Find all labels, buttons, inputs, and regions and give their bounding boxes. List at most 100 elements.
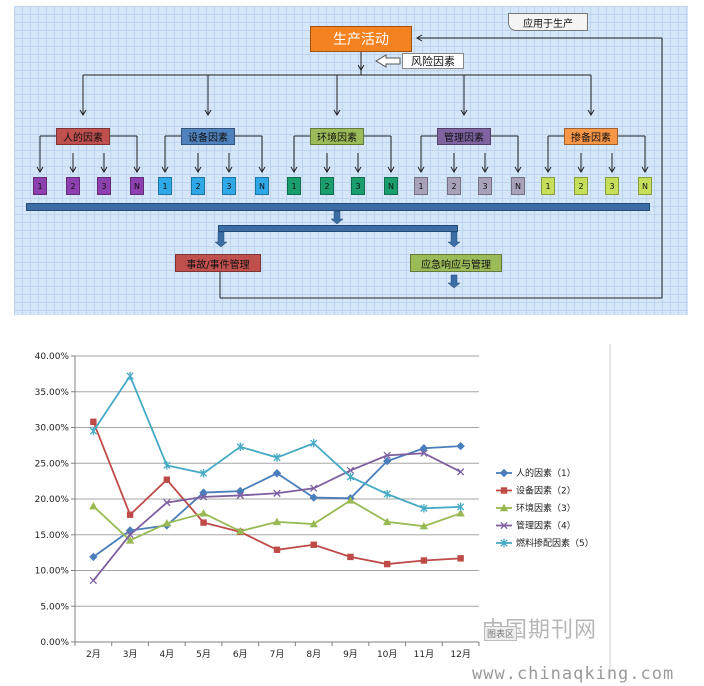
series-line-5 [92,374,461,510]
arrow-head [69,166,77,173]
y-tick-label: 20.00% [35,495,70,505]
x-tick-label: 5月 [196,649,211,660]
series-3-point [272,517,282,526]
y-tick-label: 25.00% [35,459,70,469]
legend-marker-2 [500,487,508,494]
y-tick-label: 0.00% [40,638,69,648]
risk-factor-label: 风险因素 [402,53,464,69]
down-arrow-icon [330,210,344,225]
series-4-point [346,466,355,475]
arrow-head [290,166,298,173]
series-2-point [273,546,281,553]
series-4-point [236,491,244,500]
series-2-point [420,557,428,564]
series-5-point [163,461,171,470]
legend-marker-3 [499,503,509,512]
arrow-head [417,166,425,173]
factor-2-item-2: 2 [191,177,205,195]
factor-3-item-3: 3 [351,177,365,195]
factor-1-item-2: 2 [66,177,80,195]
series-3-point [199,509,208,517]
factor-box-2: 设备因素 [181,128,235,145]
factor-2-item-3: 3 [222,177,236,195]
series-1-point [309,493,318,502]
arrow-head [608,166,616,173]
y-tick-label: 10.00% [35,567,70,577]
series-3-point [89,501,98,510]
x-tick-label: 3月 [123,649,138,660]
series-5-point [383,489,391,499]
arrow-head [258,166,266,173]
x-tick-label: 4月 [159,649,174,660]
series-4-point [126,531,134,539]
factor-box-5: 掺备因素 [564,128,618,145]
factor-1-item-1: 1 [33,177,47,195]
series-3-point [382,517,392,526]
series-1-point [236,486,245,496]
factor-2-item-1: 1 [158,177,172,195]
emergency-response-box: 应急响应与管理 [410,254,502,272]
series-2-point [383,560,391,568]
series-5-point [126,371,134,381]
arrow-head [587,109,595,116]
x-tick-label: 7月 [270,649,285,660]
arrow-head [577,166,585,173]
arrow-head [450,166,458,173]
series-2-point [200,519,207,526]
x-tick-label: 9月 [343,649,358,660]
down-arrow-icon [447,274,461,289]
series-4-point [273,489,281,497]
hollow-arrow-icon [375,54,401,68]
arrow-head [514,166,522,173]
down-arrow-icon [214,231,228,248]
arrow-head [100,166,108,173]
legend-marker-1 [499,468,509,478]
arrow-head [161,166,169,173]
arrow-head [544,166,552,173]
factor-box-3: 环境因素 [310,128,364,145]
factor-5-item-3: 3 [605,177,619,195]
aggregate-bar [26,203,650,211]
factor-5-item-2: 2 [574,177,588,195]
series-5-point [89,426,98,436]
watermark-url: www.chinaqking.com [472,664,675,684]
arrow-head [323,166,331,173]
arrow-head [387,166,395,173]
series-4-point [383,451,391,460]
accident-management-box: 事故/事件管理 [175,254,261,272]
legend-label-4: 管理因素（4） [516,520,576,532]
risk-factor-diagram: 生产活动 风险因素 应用于生产 人的因素 1 2 3 N 设备因素 1 2 3 N 环境因素 1 2 3 N 管理因… [14,6,688,315]
series-5-point [346,472,355,482]
legend-label-5: 燃料掺配因素（5） [516,537,594,549]
series-1-point [456,441,465,451]
arrow-head [641,166,649,173]
top-activity-box: 生产活动 [310,26,412,52]
arrow-head [481,166,489,173]
series-1-point [382,456,392,466]
series-4-point [163,498,171,507]
x-tick-label: 6月 [233,649,248,660]
series-2-point [310,541,317,548]
chart-area-badge: 图表区 [484,626,518,641]
factor-4-item-1: 1 [414,177,428,195]
series-5-point [273,453,281,462]
arrow-head [36,166,44,173]
factor-5-item-4: N [638,177,652,195]
arrow-head [333,109,341,116]
factor-3-item-1: 1 [287,177,301,195]
series-3-point [309,519,318,528]
series-2-point [163,476,171,483]
series-5-point [310,439,318,448]
x-tick-label: 10月 [377,649,397,660]
series-3-point [419,521,429,530]
y-tick-label: 40.00% [35,352,70,362]
feedback-label: 应用于生产 [508,13,588,31]
factor-1-item-3: 3 [97,177,111,195]
series-4-point [420,449,428,457]
series-5-point [420,504,428,513]
factor-3-item-4: N [384,177,398,195]
series-3-point [346,496,355,504]
factor-box-1: 人的因素 [56,128,110,145]
legend-label-3: 环境因素（3） [516,502,576,514]
series-4-point [310,484,318,492]
